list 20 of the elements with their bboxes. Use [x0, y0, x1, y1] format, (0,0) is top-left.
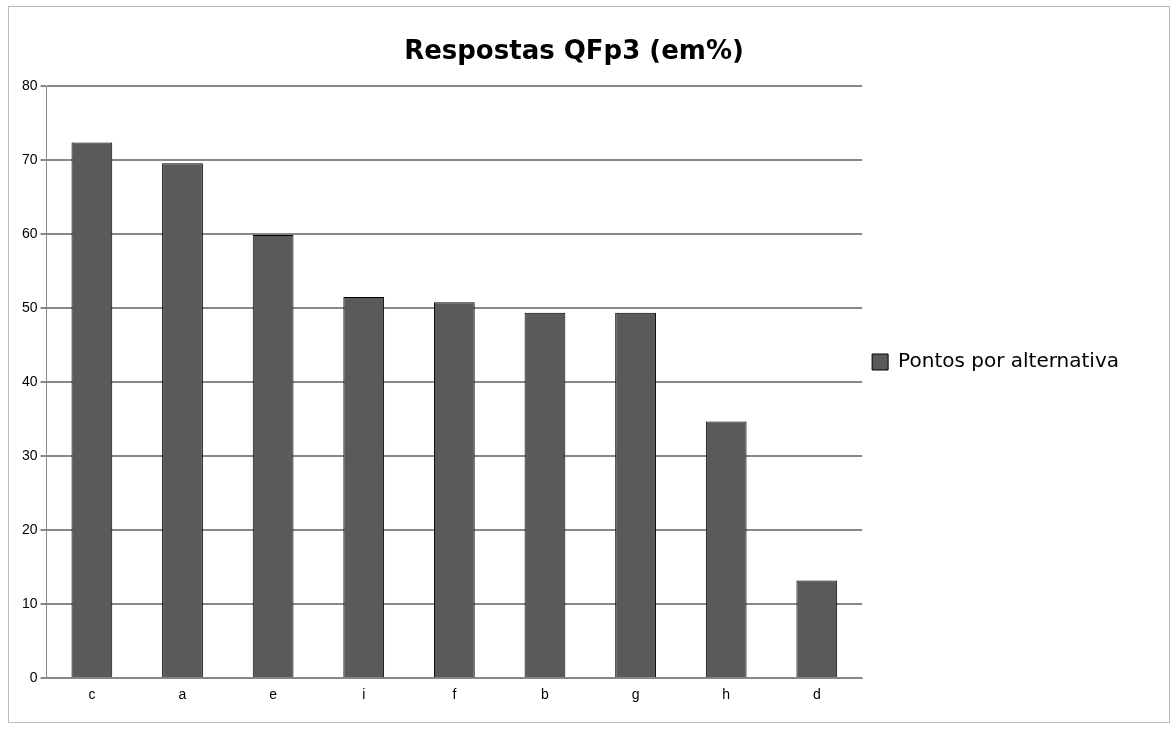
- x-tick-label: a: [178, 686, 187, 703]
- y-tick-label: 70: [21, 151, 38, 168]
- x-tick-label: f: [452, 686, 457, 703]
- y-tick-label: 0: [29, 669, 38, 686]
- x-tick-label: b: [541, 686, 550, 703]
- y-tick-label: 30: [21, 447, 38, 464]
- x-tick-label: h: [722, 686, 731, 703]
- y-tick-label: 80: [21, 77, 38, 94]
- y-tick-label: 50: [21, 299, 38, 316]
- legend-label: Pontos por alternativa: [898, 348, 1120, 373]
- y-tick-label: 60: [21, 225, 38, 242]
- x-tick-label: e: [269, 686, 278, 703]
- x-tick-label: i: [362, 686, 366, 703]
- y-tick-label: 40: [21, 373, 38, 390]
- y-tick-label: 20: [21, 521, 38, 538]
- chart-title: Respostas QFp3 (em%): [404, 35, 744, 66]
- x-tick-label: g: [631, 686, 640, 703]
- x-tick-label: c: [88, 686, 96, 703]
- y-tick-label: 10: [21, 595, 38, 612]
- x-tick-label: d: [812, 686, 821, 703]
